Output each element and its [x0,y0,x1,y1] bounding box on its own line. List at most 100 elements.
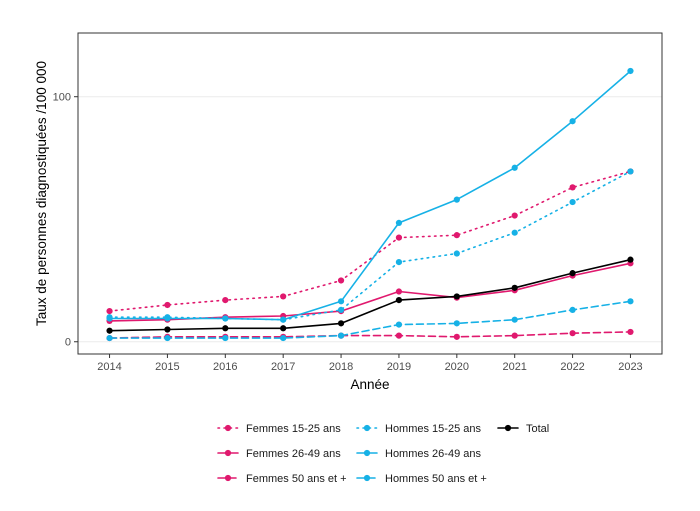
legend-label: Hommes 26-49 ans [385,448,481,460]
data-point [627,328,634,336]
legend-item-femmes-50-ans-et: Femmes 50 ans et + [217,473,347,485]
legend-key-point [363,449,371,457]
y-axis: 0 100 [53,92,78,349]
legend-label: Femmes 50 ans et + [246,473,347,485]
y-axis-title: Taux de personnes diagnostiquées /100 00… [34,61,49,326]
data-point [395,288,403,295]
data-point [569,198,576,206]
data-point [569,118,576,125]
data-point [106,315,113,322]
legend: Femmes 15-25 ans Hommes 15-25 ans Total Fem… [217,423,549,485]
legend-item-hommes-50-ans-et: Hommes 50 ans et + [356,473,487,485]
series-line [108,170,632,312]
data-point [106,308,113,315]
series-total [106,256,634,334]
data-point [164,334,171,342]
legend-key-point [504,424,512,432]
legend-label: Hommes 50 ans et + [385,473,487,485]
data-point [280,316,287,323]
data-point [627,67,634,75]
data-point [106,327,113,334]
legend-key-point [224,474,232,482]
x-tick-label: 2014 [97,361,121,373]
data-point [222,315,229,322]
x-tick-label: 2018 [329,361,353,373]
legend-label: Femmes 26-49 ans [246,448,341,460]
data-point [337,277,345,284]
plot-panel [77,32,663,355]
series-hommes-26-49-ans [106,67,634,323]
data-point [453,196,460,203]
x-axis: 2014 2015 2016 2017 2018 2019 2020 2021 2022 2023 [97,354,643,373]
series-hommes-50-ans-et [106,298,634,342]
x-tick-label: 2023 [618,361,642,373]
data-point [395,234,403,241]
legend-item-hommes-15-25-ans: Hommes 15-25 ans [356,423,481,435]
x-tick-label: 2021 [502,361,526,373]
legend-key-point [363,474,371,482]
data-point [511,229,518,236]
data-point [164,326,171,333]
series-line [108,258,632,332]
data-point [569,184,576,191]
data-point [337,306,345,313]
data-point [164,301,171,309]
legend-key-point [224,449,232,457]
data-point [569,270,576,277]
legend-label: Total [526,423,549,435]
data-point [280,293,287,300]
data-point [453,250,460,257]
data-point [106,334,113,342]
x-tick-label: 2017 [271,361,295,373]
data-point [453,333,460,340]
data-point [453,232,460,239]
data-point [511,164,518,171]
series-lines [106,67,634,342]
grid [78,96,662,343]
data-point [395,296,403,304]
data-point [569,330,576,337]
data-point [395,219,403,227]
x-tick-label: 2016 [213,361,237,373]
data-point [337,298,345,305]
x-tick-label: 2020 [445,361,469,373]
data-point [395,321,403,328]
data-point [511,332,518,339]
x-tick-label: 2022 [560,361,584,373]
data-point [222,334,229,342]
legend-key-point [363,424,371,432]
data-point [627,256,634,263]
series-line [108,170,632,321]
legend-item-total: Total [497,423,549,435]
data-point [280,334,287,342]
data-point [453,293,460,300]
data-point [337,332,345,339]
series-line [108,70,632,321]
data-point [627,168,634,175]
y-tick-label: 100 [53,92,71,104]
data-point [511,212,518,219]
x-tick-label: 2019 [387,361,411,373]
x-axis-title: Année [350,377,389,392]
data-point [395,332,403,339]
data-point [511,316,518,323]
legend-item-femmes-15-25-ans: Femmes 15-25 ans [217,423,341,435]
data-point [337,320,345,327]
series-line [108,331,632,339]
panel-border [77,32,663,355]
x-tick-label: 2015 [155,361,179,373]
legend-item-femmes-26-49-ans: Femmes 26-49 ans [217,448,341,460]
y-tick-label: 0 [65,337,71,349]
data-point [222,325,229,332]
data-point [395,259,403,266]
legend-key-point [224,424,232,432]
data-point [453,320,460,327]
legend-label: Femmes 15-25 ans [246,423,341,435]
data-point [222,296,229,304]
series-line [108,300,632,339]
data-point [280,325,287,332]
data-point [511,284,518,291]
legend-label: Hommes 15-25 ans [385,423,481,435]
data-point [164,315,171,322]
